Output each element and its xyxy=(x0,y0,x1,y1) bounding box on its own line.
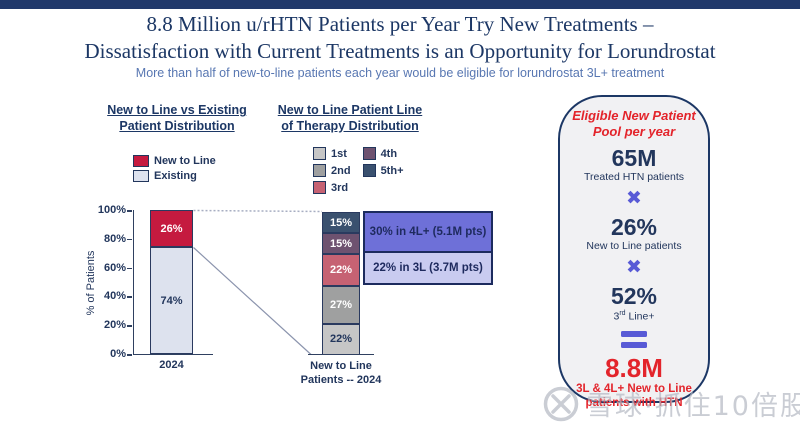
bar-segment-2nd: 27% xyxy=(322,285,360,324)
legend-swatch xyxy=(313,181,326,194)
callout-4l-plus: 30% in 4L+ (5.1M pts) xyxy=(363,211,493,253)
stat-treated-htn-caption: Treated HTN patients xyxy=(584,171,684,184)
legend-item-1st: 1st xyxy=(313,147,351,160)
y-tick-label: 20% xyxy=(103,319,133,332)
left-chart-title-line1: New to Line vs Existing xyxy=(107,103,247,117)
slide-title-line2: Dissatisfaction with Current Treatments … xyxy=(84,38,716,63)
legend-swatch xyxy=(133,155,149,167)
mid-x-label-line1: New to Line xyxy=(310,360,372,372)
stat-3rd-line-caption-base: 3 xyxy=(613,310,620,323)
panel-title-line1: Eligible New Patient xyxy=(572,108,696,123)
equals-bar-bottom xyxy=(621,342,647,349)
legend-label: 3rd xyxy=(331,181,349,194)
bar-segment-4th: 15% xyxy=(322,233,360,255)
mid-x-label-line2: Patients -- 2024 xyxy=(300,373,382,386)
left-y-ticks: 100% 80% 60% 40% 20% 0% xyxy=(92,204,133,360)
stat-3rd-line-caption: 3rd Line+ xyxy=(614,310,655,323)
mid-chart-title-line2: of Therapy Distribution xyxy=(281,118,419,133)
panel-title-line2: Pool per year xyxy=(592,123,676,139)
mid-chart-title-line1: New to Line Patient Line xyxy=(277,103,423,117)
legend-swatch xyxy=(362,164,376,177)
snowball-circle-x-logo xyxy=(543,386,579,421)
mid-stacked-bar: 15% 15% 22% 27% 22% xyxy=(322,212,360,355)
result-value: 8.8M xyxy=(605,353,663,384)
bar-segment-new-to-line: 26% xyxy=(150,210,193,248)
stat-treated-htn-value: 65M xyxy=(611,145,657,172)
stat-3rd-line-value: 52% xyxy=(610,283,658,310)
legend-label: Existing xyxy=(154,170,197,182)
multiply-icon: ✖ xyxy=(626,188,642,210)
slide-title-line1: 8.8 Million u/rHTN Patients per Year Try… xyxy=(146,12,654,36)
watermark: 雪球·抓住10倍股 xyxy=(542,384,800,423)
stat-new-to-line-caption: New to Line patients xyxy=(586,240,682,253)
stat-new-to-line-value: 26% xyxy=(610,214,658,241)
legend-item-5th-: 5th+ xyxy=(362,164,404,177)
bar-segment-1st: 22% xyxy=(322,323,360,355)
mid-x-label: New to Line Patients -- 2024 xyxy=(296,360,386,388)
y-tick-label: 40% xyxy=(103,290,133,303)
callout-3l: 22% in 3L (3.7M pts) xyxy=(363,251,493,285)
legend-label: 2nd xyxy=(331,164,351,177)
legend-item-3rd: 3rd xyxy=(313,181,351,194)
legend-item-existing: Existing xyxy=(133,170,216,182)
legend-swatch xyxy=(362,147,376,160)
left-chart-axes xyxy=(133,210,213,355)
left-chart-title-line2: Patient Distribution xyxy=(119,118,235,133)
slide-subtitle: More than half of new-to-line patients e… xyxy=(135,66,665,80)
left-chart-title: New to Line vs Existing Patient Distribu… xyxy=(92,103,262,134)
legend-label: 4th xyxy=(380,147,398,160)
legend-item-4th: 4th xyxy=(362,147,404,160)
mid-chart-legend: 1st 2nd 3rd 4th 5th+ xyxy=(313,147,404,194)
legend-swatch xyxy=(133,170,149,182)
y-tick-label: 100% xyxy=(97,204,133,216)
mid-chart-axis xyxy=(308,354,374,355)
panel-title: Eligible New Patient Pool per year xyxy=(572,108,696,139)
legend-swatch xyxy=(313,147,326,160)
y-tick-label: 0% xyxy=(110,348,132,360)
equals-bar-top xyxy=(621,331,647,338)
legend-label: 1st xyxy=(331,147,347,160)
legend-item-2nd: 2nd xyxy=(313,164,351,177)
bar-segment-3rd: 22% xyxy=(322,254,360,286)
mid-chart-title: New to Line Patient Line of Therapy Dist… xyxy=(265,103,435,134)
legend-label: 5th+ xyxy=(380,164,404,177)
stat-3rd-line-caption-rest: Line+ xyxy=(625,310,655,323)
result-caption-line1: 3L & 4L+ New to Line xyxy=(576,383,692,396)
legend-label: New to Line xyxy=(154,155,216,167)
eligible-pool-panel: Eligible New Patient Pool per year 65M T… xyxy=(558,95,710,409)
left-chart-legend: New to Line Existing xyxy=(133,155,216,182)
bar-segment-existing: 74% xyxy=(150,247,193,354)
legend-swatch xyxy=(313,164,326,177)
stat-3rd-line-caption-sup: rd xyxy=(619,309,626,317)
result-caption-line2: patients with HTN xyxy=(585,397,683,410)
multiply-icon: ✖ xyxy=(626,257,642,279)
equals-icon xyxy=(621,331,647,349)
watermark-text: 雪球·抓住10倍股 xyxy=(586,391,800,422)
top-accent-bar xyxy=(0,0,800,9)
legend-item-new-to-line: New to Line xyxy=(133,155,216,167)
result-caption: 3L & 4L+ New to Line patients with HTN xyxy=(576,383,692,411)
left-stacked-bar: 26% 74% xyxy=(150,210,193,354)
bar-segment-5th-: 15% xyxy=(322,212,360,234)
y-tick-label: 60% xyxy=(103,261,133,274)
y-tick-label: 80% xyxy=(103,232,133,245)
slide-title: 8.8 Million u/rHTN Patients per Year Try… xyxy=(0,11,800,65)
left-x-label: 2024 xyxy=(159,359,184,371)
callout-boxes: 30% in 4L+ (5.1M pts) 22% in 3L (3.7M pt… xyxy=(363,211,493,285)
